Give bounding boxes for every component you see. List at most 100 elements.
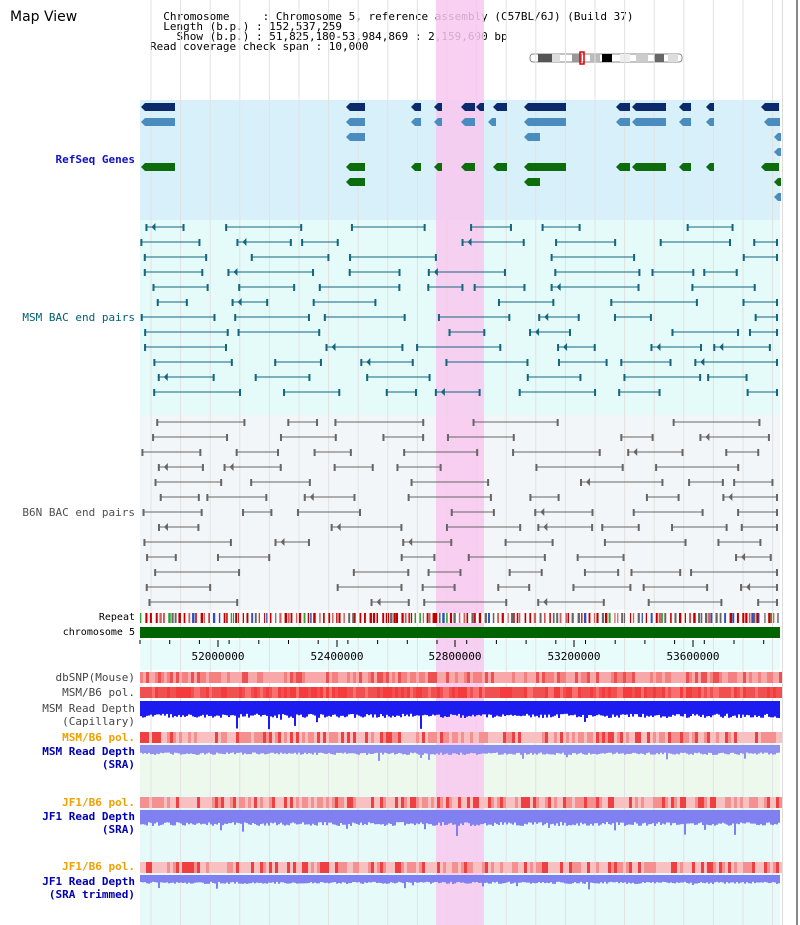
bac-end-left xyxy=(318,284,321,291)
depth-bar xyxy=(700,701,702,718)
depth-bar xyxy=(442,745,444,755)
repeat-element xyxy=(529,613,532,623)
heat-cell xyxy=(545,732,548,743)
track-label-msm-depth-cap[interactable]: MSM Read Depth (Capillary) xyxy=(42,702,135,728)
depth-bar xyxy=(562,875,564,883)
depth-bar xyxy=(184,875,186,883)
bac-end-left xyxy=(274,539,277,546)
depth-bar xyxy=(566,701,568,714)
heat-cell xyxy=(701,862,704,873)
depth-bar xyxy=(570,745,572,755)
bac-end-right xyxy=(758,419,761,426)
depth-bar xyxy=(398,875,400,882)
heat-cell xyxy=(521,672,524,683)
heat-cell xyxy=(761,672,764,683)
heat-cell xyxy=(425,797,428,808)
depth-bar xyxy=(664,875,666,883)
heat-cell xyxy=(698,732,701,743)
track-label-jf1-b6-pol[interactable]: JF1/B6 pol. xyxy=(62,796,135,809)
heat-cell xyxy=(539,732,542,743)
heat-cell xyxy=(692,797,695,808)
depth-bar xyxy=(734,701,736,716)
depth-bar xyxy=(162,701,164,714)
heat-cell xyxy=(644,732,647,743)
depth-bar xyxy=(672,810,674,824)
heat-cell xyxy=(449,862,452,873)
depth-bar xyxy=(676,810,678,825)
depth-bar xyxy=(444,810,446,826)
heat-cell xyxy=(560,797,563,808)
msm-depth-capillary xyxy=(140,701,780,730)
ideogram-position-marker xyxy=(579,51,585,65)
track-label-jf1-depth-trim[interactable]: JF1 Read Depth (SRA trimmed) xyxy=(42,875,135,901)
depth-bar xyxy=(430,810,432,825)
track-label-refseq[interactable]: RefSeq Genes xyxy=(55,153,135,166)
b6n-bac-pair xyxy=(572,584,632,591)
depth-bar xyxy=(368,810,370,823)
depth-bar xyxy=(208,810,210,823)
heat-cell xyxy=(602,797,605,808)
chromosome-ideogram[interactable] xyxy=(528,51,688,65)
depth-bar xyxy=(398,745,400,753)
bac-end-right xyxy=(434,254,437,261)
track-label-msm-bac[interactable]: MSM BAC end pairs xyxy=(22,311,135,324)
depth-bar xyxy=(252,701,254,716)
msm-bac-pair xyxy=(473,284,526,291)
track-label-dbsnp[interactable]: dbSNP(Mouse) xyxy=(55,671,135,684)
repeat-element xyxy=(303,613,306,623)
depth-bar xyxy=(738,875,740,884)
depth-bar xyxy=(476,745,478,755)
heat-cell xyxy=(512,732,515,743)
bac-end-right xyxy=(312,269,315,276)
bac-end-left xyxy=(742,254,745,261)
bac-end-left xyxy=(348,269,351,276)
heat-cell xyxy=(755,687,758,698)
depth-bar xyxy=(754,810,756,824)
repeat-element xyxy=(518,613,521,623)
bac-end-left xyxy=(410,479,413,486)
depth-bar xyxy=(248,875,250,884)
bac-end-right xyxy=(428,374,431,381)
repeat-element xyxy=(645,613,648,623)
gene-arrow xyxy=(346,163,350,171)
depth-bar xyxy=(528,875,530,883)
track-label-repeat[interactable]: Repeat xyxy=(98,612,135,623)
track-label-msm-b6-pol-2[interactable]: MSM/B6 pol. xyxy=(62,731,135,744)
b6n-bac-pair xyxy=(313,449,352,456)
depth-bar xyxy=(236,875,238,882)
track-label-msm-depth-sra[interactable]: MSM Read Depth (SRA) xyxy=(42,745,135,771)
depth-bar xyxy=(776,875,778,884)
depth-bar xyxy=(538,810,540,823)
track-label-b6n-bac[interactable]: B6N BAC end pairs xyxy=(22,506,135,519)
depth-bar xyxy=(282,810,284,825)
depth-bar xyxy=(760,745,762,753)
depth-bar xyxy=(472,745,474,754)
depth-bar xyxy=(702,810,704,826)
heat-cell xyxy=(554,687,557,698)
refseq-gene xyxy=(461,103,475,111)
depth-bar xyxy=(336,875,338,884)
heat-cell xyxy=(620,672,623,683)
repeat-element xyxy=(453,613,456,623)
depth-bar xyxy=(736,810,738,824)
depth-bar xyxy=(242,701,244,717)
heat-cell xyxy=(566,862,569,873)
refseq-gene xyxy=(706,163,714,171)
track-label-jf1-b6-pol-2[interactable]: JF1/B6 pol. xyxy=(62,860,135,873)
heat-cell xyxy=(143,672,146,683)
b6n-bac-pair xyxy=(159,494,200,501)
heat-cell xyxy=(197,862,200,873)
depth-bar xyxy=(548,745,550,755)
heat-cell xyxy=(575,732,578,743)
depth-bar xyxy=(340,810,342,824)
bac-end-arrow xyxy=(543,523,548,531)
heat-cell xyxy=(386,732,389,743)
repeat-element xyxy=(596,613,599,623)
bac-end-right xyxy=(349,449,352,456)
bac-end-left xyxy=(234,314,237,321)
track-label-jf1-depth-sra[interactable]: JF1 Read Depth (SRA) xyxy=(42,810,135,836)
heat-cell xyxy=(332,797,335,808)
track-label-msm-b6-pol[interactable]: MSM/B6 pol. xyxy=(62,686,135,699)
heat-cell xyxy=(320,687,323,698)
